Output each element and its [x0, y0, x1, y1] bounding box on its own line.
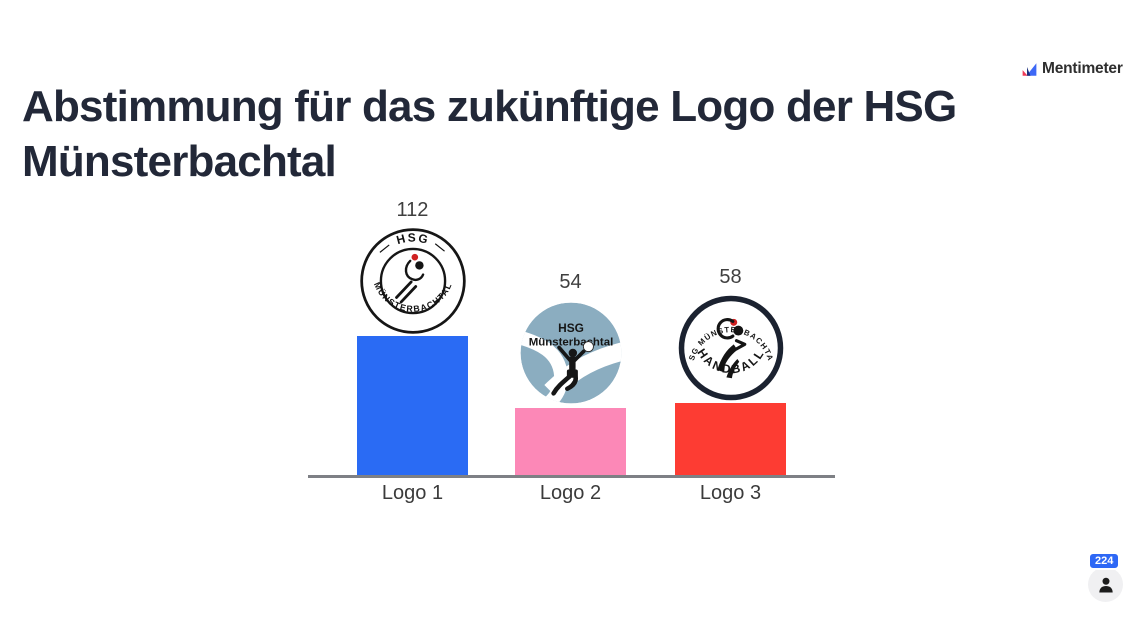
x-axis-label-logo2: Logo 2	[539, 482, 602, 504]
logo2-player-silhouette	[550, 341, 594, 396]
participants-avatar-button[interactable]	[1088, 567, 1123, 602]
bar-value-logo1: 112	[396, 199, 429, 221]
chart-column-logo2: 54 HSG Münsterbachtal	[515, 271, 626, 475]
logo2-image: HSG Münsterbachtal	[516, 298, 626, 408]
x-axis-line	[308, 475, 835, 478]
x-axis-label-logo3: Logo 3	[699, 482, 762, 504]
mentimeter-brand: Mentimeter	[1022, 60, 1123, 78]
bar-logo1	[357, 336, 468, 475]
x-axis-label-logo1: Logo 1	[381, 482, 444, 504]
chart-column-logo3: 58 HSG MÜNSTERBACHTAL HANDBALL	[675, 266, 786, 475]
logo1-image: — HSG — MÜNSTERBACHTAL	[358, 226, 468, 336]
page-title: Abstimmung für das zukünftige Logo der H…	[22, 82, 957, 187]
chart-column-logo1: 112 — HSG — MÜNSTERBACHTAL	[357, 199, 468, 475]
bar-value-logo2: 54	[559, 271, 582, 293]
bar-logo3	[675, 403, 786, 475]
bar-value-logo3: 58	[719, 266, 742, 288]
logo3-image: HSG MÜNSTERBACHTAL HANDBALL	[676, 293, 786, 403]
logo2-text-line2: Münsterbachtal	[528, 337, 613, 349]
logo1-ball-dot	[411, 253, 418, 261]
logo2-text-line1: HSG	[558, 321, 584, 335]
mentimeter-wordmark: Mentimeter	[1042, 60, 1123, 77]
bar-logo2	[515, 408, 626, 475]
person-icon	[1098, 577, 1113, 592]
mentimeter-logo-icon	[1022, 62, 1037, 76]
participants-count-badge: 224	[1088, 552, 1121, 570]
